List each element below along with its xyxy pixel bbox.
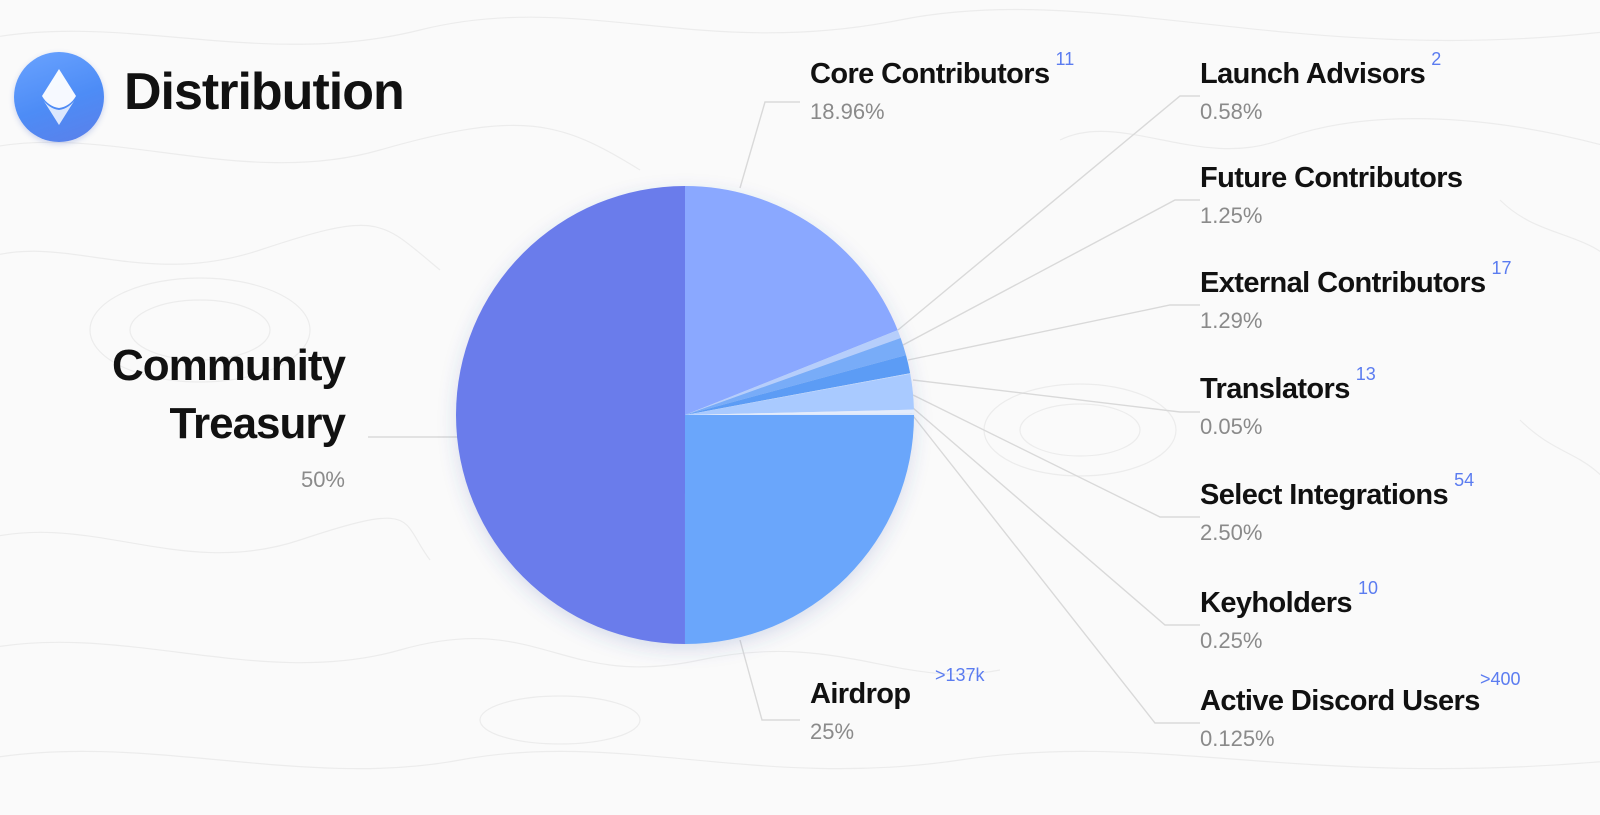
core-contributors-count: 11	[1055, 49, 1075, 69]
pie-slice-translators	[685, 373, 911, 415]
leader-external-contributors	[907, 304, 1200, 361]
leader-select-integrations	[912, 394, 1200, 518]
active-discord-users-percent: 0.125%	[1200, 726, 1275, 751]
leader-future-contributors	[902, 199, 1200, 346]
pie-slice-future-contributors	[685, 337, 907, 415]
pie-slice-launch-advisors	[685, 330, 901, 415]
core-contributors-name: Core Contributors	[810, 58, 1050, 90]
community-treasury-line2: Treasury	[169, 399, 346, 448]
leader-active-discord-users	[909, 411, 1200, 724]
external-contributors-percent: 1.29%	[1200, 308, 1263, 333]
pie-slice-select-integrations	[685, 373, 914, 415]
external-contributors-count: 17	[1491, 258, 1512, 278]
select-integrations-percent: 2.50%	[1200, 520, 1263, 545]
launch-advisors-name: Launch Advisors	[1200, 58, 1426, 90]
launch-advisors-percent: 0.58%	[1200, 99, 1263, 124]
select-integrations-name: Select Integrations	[1200, 479, 1449, 511]
translators-percent: 0.05%	[1200, 414, 1263, 439]
page-title: Distribution	[124, 63, 405, 121]
label-keyholders: Keyholders 10 0.25%	[1200, 579, 1378, 653]
label-airdrop: Airdrop 25%	[810, 680, 911, 743]
ens-logo-icon	[14, 52, 104, 142]
keyholders-count: 10	[1357, 578, 1378, 598]
label-future-contributors: Future Contributors 1.25%	[1200, 162, 1463, 228]
leader-translators	[912, 379, 1200, 413]
active-discord-users-name: Active Discord Users	[1200, 685, 1480, 717]
label-active-discord-users: Active Discord Users 0.125%	[1200, 687, 1480, 750]
community-treasury-percent: 50%	[300, 467, 345, 492]
label-core-contributors: Core Contributors 11 18.96%	[810, 50, 1074, 124]
pie-slice-community-treasury	[456, 186, 685, 644]
airdrop-percent: 25%	[810, 719, 855, 744]
leader-core-contributors	[739, 101, 800, 189]
label-external-contributors: External Contributors 17 1.29%	[1200, 259, 1512, 333]
airdrop-count: >137k	[935, 665, 985, 685]
community-treasury-line1: Community	[112, 341, 346, 390]
leader-airdrop	[739, 639, 800, 721]
keyholders-name: Keyholders	[1200, 587, 1353, 619]
label-community-treasury: Community Treasury 50%	[112, 337, 346, 493]
label-select-integrations: Select Integrations 54 2.50%	[1200, 471, 1474, 545]
label-launch-advisors: Launch Advisors 2 0.58%	[1200, 50, 1441, 124]
leader-keyholders	[912, 407, 1200, 626]
translators-name: Translators	[1200, 373, 1350, 405]
leader-lines	[368, 95, 1200, 724]
active-discord-users-count: >400	[1480, 669, 1521, 689]
external-contributors-name: External Contributors	[1200, 267, 1486, 299]
core-contributors-percent: 18.96%	[810, 99, 885, 124]
future-contributors-percent: 1.25%	[1200, 203, 1263, 228]
future-contributors-name: Future Contributors	[1200, 162, 1463, 194]
pie-slice-core-contributors	[685, 186, 898, 415]
pie-slice-external-contributors	[685, 355, 911, 415]
keyholders-percent: 0.25%	[1200, 628, 1263, 653]
label-translators: Translators 13 0.05%	[1200, 365, 1376, 439]
airdrop-name: Airdrop	[810, 678, 911, 710]
translators-count: 13	[1355, 364, 1376, 384]
launch-advisors-count: 2	[1431, 49, 1442, 69]
leader-launch-advisors	[897, 95, 1200, 331]
pie-slice-keyholders	[685, 409, 914, 415]
pie-slice-airdrop	[684, 415, 914, 644]
select-integrations-count: 54	[1454, 470, 1475, 490]
pie-slice-active-discord-users	[685, 413, 914, 416]
